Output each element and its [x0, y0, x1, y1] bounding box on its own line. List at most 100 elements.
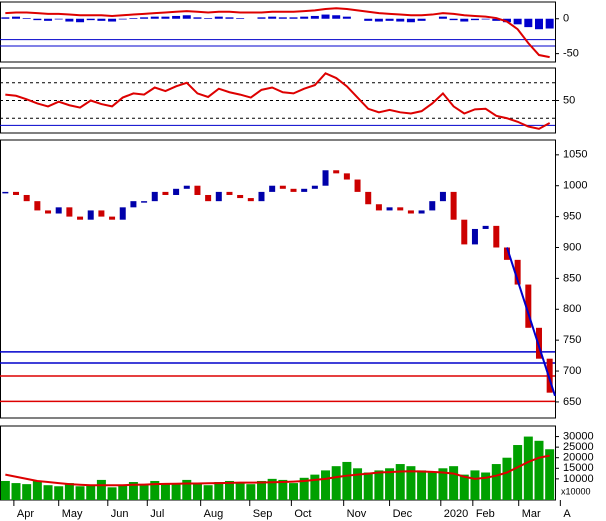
line — [5, 72, 551, 130]
hist-bar — [310, 15, 319, 19]
candle — [482, 225, 489, 229]
hist-bar — [12, 16, 21, 19]
volume-bar — [353, 468, 363, 500]
candle — [183, 185, 190, 189]
volume-bar — [289, 483, 299, 500]
candle — [397, 207, 404, 211]
volume-bar — [310, 474, 320, 500]
x-tick-label: Feb — [476, 508, 495, 520]
volume-bar — [278, 479, 288, 500]
hist-bar — [268, 16, 277, 19]
candle — [109, 216, 116, 220]
candle — [45, 210, 52, 214]
x-tick-label: Aug — [204, 508, 224, 520]
volume-bar — [502, 457, 512, 500]
hist-bar — [460, 18, 469, 22]
volume-bar — [192, 483, 202, 500]
volume-bar — [203, 485, 213, 500]
x-tick-label: Jun — [111, 508, 129, 520]
x-tick-label: Nov — [347, 508, 367, 520]
hist-bar — [86, 18, 95, 21]
hist-bar — [161, 16, 170, 19]
y-tick-label: 0 — [563, 13, 569, 25]
candle — [13, 191, 20, 195]
volume-bar — [438, 468, 448, 500]
candle — [215, 191, 222, 202]
panel-frame — [0, 139, 556, 419]
volume-bar — [128, 482, 138, 500]
hist-bar — [396, 18, 405, 22]
candle — [258, 191, 265, 202]
candle — [130, 201, 137, 208]
hist-bar — [44, 18, 53, 21]
candle — [87, 210, 94, 220]
volume-bar — [534, 440, 544, 500]
hist-bar — [33, 18, 42, 21]
volume-bar — [150, 480, 160, 500]
x-tick-label: Sep — [253, 508, 273, 520]
hist-bar — [76, 18, 85, 23]
candle — [301, 188, 308, 192]
x-tick-label: May — [62, 508, 83, 520]
x-tick-label: Apr — [17, 508, 34, 520]
y-tick-label: 15000 — [563, 462, 594, 474]
candle — [450, 191, 457, 220]
y-tick-label: 25000 — [563, 441, 594, 453]
volume-bar — [427, 472, 437, 500]
y-tick-label: 950 — [563, 211, 581, 223]
hist-bar — [524, 18, 533, 28]
line — [5, 454, 550, 487]
hist-bar — [470, 18, 479, 21]
candle — [226, 191, 233, 195]
hist-bar — [257, 17, 266, 19]
candle — [151, 191, 158, 202]
candle — [279, 185, 286, 189]
candle — [365, 191, 372, 205]
volume-bar — [182, 479, 192, 500]
candle — [525, 284, 532, 328]
candle — [514, 259, 521, 285]
y-tick-label: 50 — [563, 94, 575, 106]
hist-bar — [54, 18, 63, 20]
volume-bar — [299, 477, 309, 500]
volume-bar — [11, 483, 21, 500]
candle — [55, 207, 62, 214]
x-tick-label: A — [563, 508, 571, 520]
volume-bar — [267, 478, 277, 500]
candle — [205, 194, 212, 202]
volume-bar — [118, 485, 128, 500]
x-tick-label: 2020 — [444, 508, 468, 520]
hist-bar — [150, 16, 159, 19]
panel-frame — [0, 1, 556, 63]
volume-bar — [139, 485, 149, 500]
y-tick-label: 700 — [563, 365, 581, 377]
volume-bar — [417, 470, 427, 500]
hist-bar — [374, 18, 383, 22]
candle — [194, 185, 201, 195]
line — [5, 7, 550, 59]
hist-bar — [129, 18, 138, 19]
hist-bar — [300, 16, 309, 19]
volume-bar — [160, 483, 170, 500]
volume-bar — [545, 449, 555, 500]
hist-bar — [204, 18, 213, 19]
volume-bar — [385, 468, 395, 500]
volume-bar — [363, 472, 373, 500]
candle — [407, 210, 414, 214]
hist-bar — [140, 17, 149, 19]
unit-label: x10000 — [561, 486, 591, 496]
volume-bar — [342, 461, 352, 500]
hist-bar — [449, 18, 458, 21]
hist-bar — [545, 18, 554, 29]
candle — [386, 207, 393, 211]
y-tick-label: 750 — [563, 334, 581, 346]
volume-bar — [214, 482, 224, 500]
candle — [290, 188, 297, 192]
volume-bar — [64, 483, 74, 500]
y-tick-label: -50 — [563, 48, 579, 60]
hist-bar — [193, 17, 202, 19]
volume-bar — [491, 464, 501, 500]
candle — [354, 179, 361, 192]
x-tick-label: Jul — [150, 508, 164, 520]
